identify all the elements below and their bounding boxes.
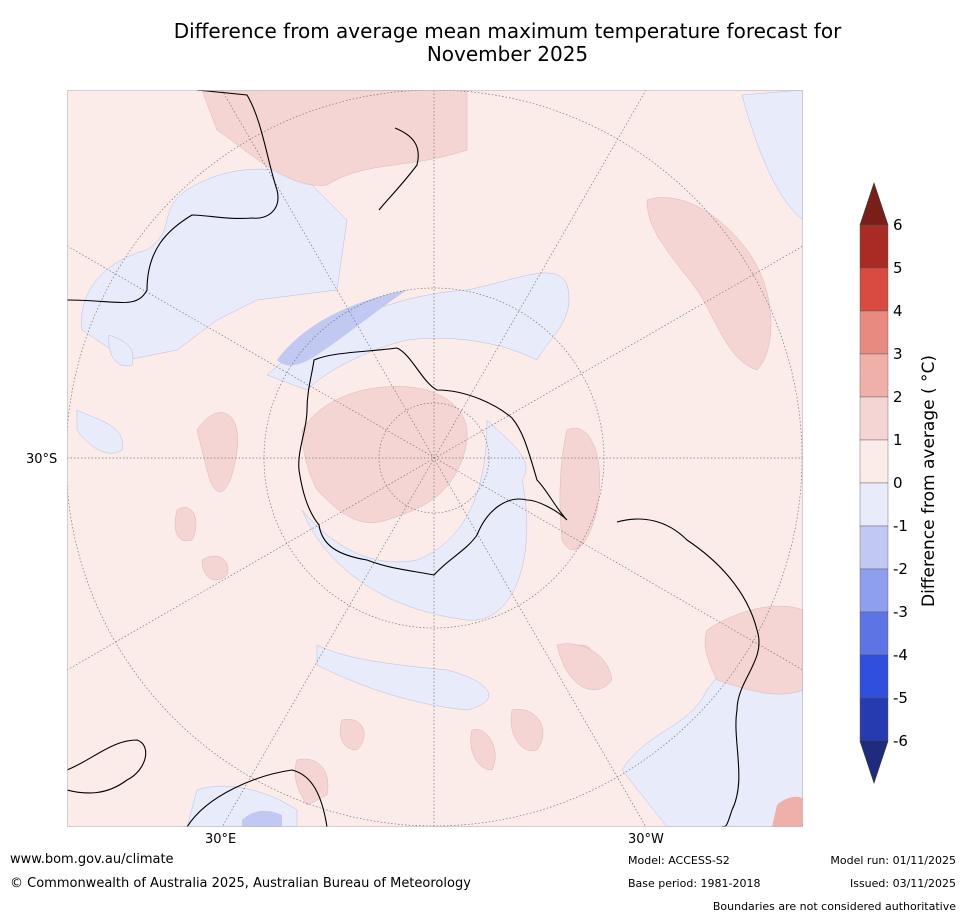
footer-website: www.bom.gov.au/climate: [10, 852, 174, 867]
colorbar-tick-label: 6: [893, 216, 903, 234]
negative-anomaly-regions: [76, 90, 803, 827]
madagascar-coast: [67, 739, 147, 794]
colorbar-segments: [859, 182, 889, 784]
colorbar-segment-1-to-2: [859, 396, 889, 441]
colorbar-segment-m2-to-m1: [859, 525, 889, 570]
colorbar-segment-2-to-3: [859, 353, 889, 398]
colorbar-segment-5-to-6: [859, 224, 889, 269]
colorbar-segment-3-to-4: [859, 310, 889, 355]
colorbar-segment-m3-to-m2: [859, 568, 889, 613]
colorbar-tick-label: 4: [893, 302, 903, 320]
colorbar-tick-label: -1: [893, 517, 908, 535]
longitude-label-30e: 30°E: [205, 832, 237, 847]
antarctica-coast: [298, 347, 568, 576]
south-america-coast: [616, 518, 760, 827]
footer-disclaimer: Boundaries are not considered authoritat…: [712, 900, 956, 913]
colorbar-tick-label: -4: [893, 646, 908, 664]
longitude-label-30w: 30°W: [628, 832, 664, 847]
chart-title: Difference from average mean maximum tem…: [0, 20, 965, 66]
strong-positive-region: [772, 796, 803, 827]
coastlines: [67, 90, 760, 827]
footer-model: Model: ACCESS-S2: [628, 854, 730, 867]
colorbar-label: Difference from average ( °C): [919, 355, 939, 607]
colorbar-tick-label: -2: [893, 560, 908, 578]
footer-base-period: Base period: 1981-2018: [628, 877, 761, 890]
africa-coast: [186, 769, 328, 827]
footer-issued: Issued: 03/11/2025: [849, 877, 956, 890]
colorbar-tick-label: 3: [893, 345, 903, 363]
colorbar-tick-label: 2: [893, 388, 903, 406]
latitude-label-30s: 30°S: [26, 452, 58, 467]
colorbar-tick-label: -6: [893, 732, 908, 750]
map-panel: [67, 90, 803, 827]
colorbar-tick-label: -3: [893, 603, 908, 621]
colorbar: 6 5 4 3 2 1 0 -1 -2 -3 -4 -5 -6 Difference from aver…: [859, 182, 939, 784]
colorbar-segment-m6-to-m5: [859, 697, 889, 742]
colorbar-tick-label: 1: [893, 431, 903, 449]
colorbar-segment-m1-to-0: [859, 482, 889, 527]
map-frame: [67, 90, 803, 827]
new-zealand-coast: [378, 127, 419, 211]
colorbar-extend-max: [859, 182, 889, 226]
colorbar-tick-label: -5: [893, 689, 908, 707]
footer-model-run: Model run: 01/11/2025: [830, 854, 956, 867]
colorbar-segment-0-to-1: [859, 439, 889, 484]
colorbar-segment-m4-to-m3: [859, 611, 889, 656]
colorbar-tick-label: 0: [893, 474, 903, 492]
colorbar-tick-label: 5: [893, 259, 903, 277]
colorbar-extend-min: [859, 740, 889, 784]
title-line-1: Difference from average mean maximum tem…: [173, 19, 842, 43]
title-line-2: November 2025: [426, 42, 589, 66]
colorbar-ticks: 6 5 4 3 2 1 0 -1 -2 -3 -4 -5 -6: [893, 216, 908, 750]
moderate-negative-regions: [242, 290, 407, 827]
positive-anomaly-regions: [174, 90, 803, 806]
australia-coast: [67, 90, 279, 304]
colorbar-segment-4-to-5: [859, 267, 889, 312]
colorbar-segment-m5-to-m4: [859, 654, 889, 699]
graticule: [67, 90, 803, 827]
footer-copyright: © Commonwealth of Australia 2025, Austra…: [10, 876, 471, 891]
